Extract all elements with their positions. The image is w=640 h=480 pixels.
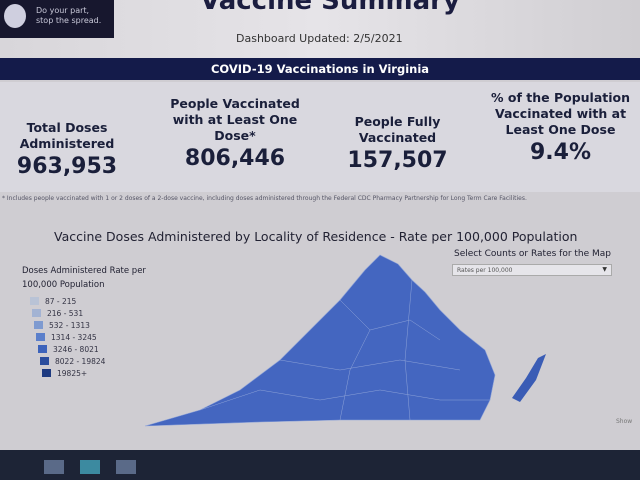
stat-label: People Fully Vaccinated [354, 114, 441, 145]
stat-fully-vaccinated: People Fully Vaccinated 157,507 [345, 114, 450, 173]
stat-value: 806,446 [184, 146, 286, 171]
map-title: Vaccine Doses Administered by Locality o… [54, 229, 578, 244]
virus-icon [4, 4, 26, 28]
logo: Do your part, stop the spread. [0, 0, 114, 38]
stat-value: 963,953 [16, 154, 118, 179]
logo-tagline-1: Do your part, [36, 6, 90, 15]
legend-swatch [32, 309, 41, 317]
legend-label: 1314 - 3245 [51, 332, 97, 342]
legend-label: 19825+ [57, 368, 88, 378]
legend-swatch [30, 297, 39, 305]
legend-swatch [36, 333, 45, 341]
virginia-mainland[interactable] [144, 254, 496, 427]
app-icon[interactable] [116, 460, 136, 474]
stat-value: 157,507 [347, 148, 448, 173]
section-banner: COVID-19 Vaccinations in Virginia [0, 58, 640, 80]
stat-label: % of the Population Vaccinated with at L… [490, 90, 631, 137]
legend-label: 8022 - 19824 [55, 356, 106, 366]
virginia-eastern-shore[interactable] [512, 354, 546, 402]
legend-item: 532 - 1313 [34, 319, 105, 331]
taskbar [0, 450, 640, 480]
stat-one-dose: People Vaccinated with at Least One Dose… [160, 96, 310, 171]
legend-item: 87 - 215 [30, 295, 105, 307]
legend-item: 1314 - 3245 [36, 331, 105, 343]
legend-item: 3246 - 8021 [38, 343, 105, 355]
stat-value: 9.4% [529, 140, 591, 165]
dashboard-updated: Dashboard Updated: 2/5/2021 [236, 32, 403, 45]
stats-panel: Total Doses Administered 963,953 People V… [0, 82, 640, 192]
legend-item: 8022 - 19824 [40, 355, 105, 367]
legend-label: 532 - 1313 [49, 320, 90, 330]
chevron-down-icon: ▼ [602, 266, 607, 273]
legend-item: 216 - 531 [32, 307, 105, 319]
legend-swatch [40, 357, 49, 365]
county-borders [199, 279, 490, 421]
legend-item: 19825+ [42, 367, 105, 379]
stat-total-doses: Total Doses Administered 963,953 [12, 120, 122, 179]
legend-label: 87 - 215 [45, 296, 77, 306]
legend-swatch [34, 321, 43, 329]
header: Do your part, stop the spread. Vaccine Su… [0, 0, 640, 58]
show-link[interactable]: Show [616, 418, 633, 425]
browser-icon[interactable] [80, 460, 100, 474]
legend-label: 216 - 531 [47, 308, 84, 318]
legend-title: Doses Administered Rate per 100,000 Popu… [22, 266, 146, 290]
virginia-map[interactable] [140, 250, 560, 430]
page-title: Vaccine Summary [200, 0, 460, 16]
stat-label: People Vaccinated with at Least One Dose… [170, 96, 300, 143]
logo-tagline-2: stop the spread. [36, 16, 102, 25]
footnote: * Includes people vaccinated with 1 or 2… [2, 195, 527, 202]
select-label: Select Counts or Rates for the Map [454, 249, 612, 259]
file-explorer-icon[interactable] [44, 460, 64, 474]
stat-label: Total Doses Administered [19, 120, 115, 151]
legend-swatch [38, 345, 47, 353]
stat-percent-population: % of the Population Vaccinated with at L… [488, 90, 633, 165]
counts-rates-select[interactable]: Rates per 100,000 ▼ [452, 264, 612, 276]
select-value: Rates per 100,000 [457, 267, 513, 274]
legend-swatch [42, 369, 51, 377]
map-legend: 87 - 215 216 - 531 532 - 1313 1314 - 3245 32… [30, 295, 105, 379]
legend-label: 3246 - 8021 [53, 344, 99, 354]
